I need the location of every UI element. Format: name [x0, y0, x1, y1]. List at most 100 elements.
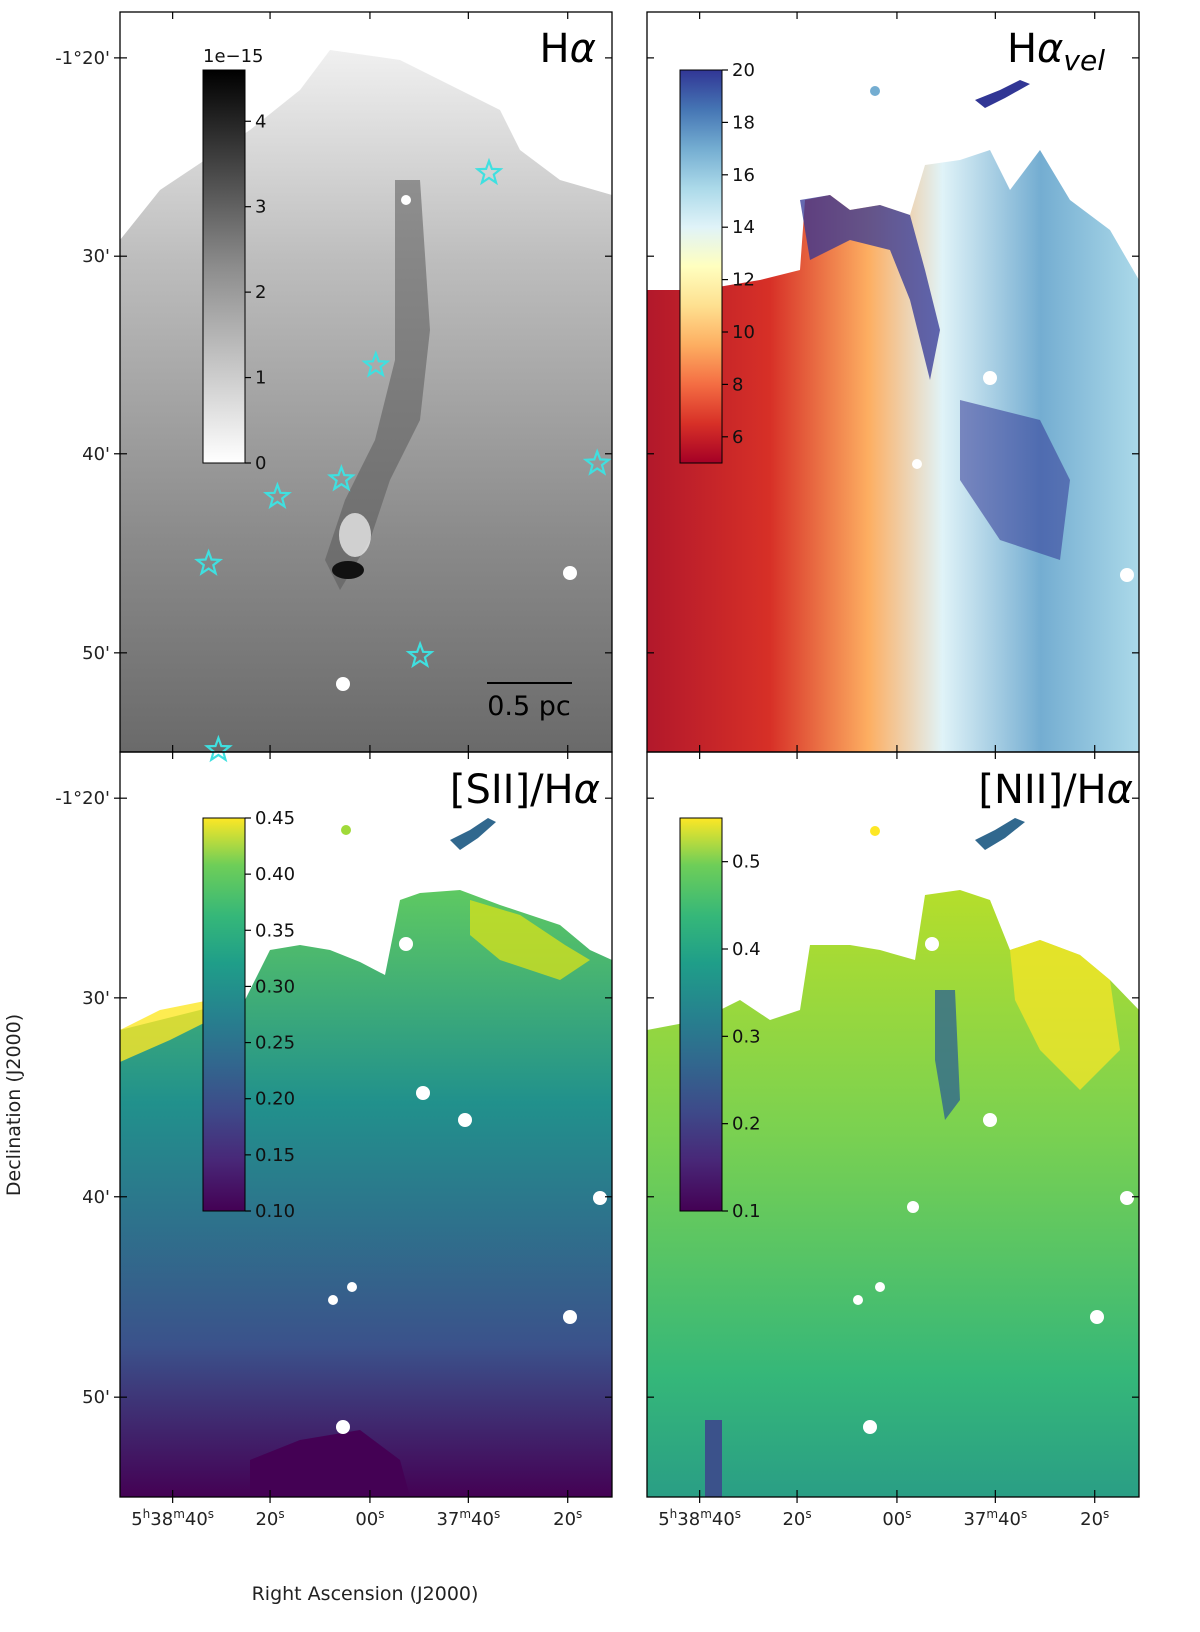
- sii-halpha-yellow-edge: [120, 1000, 210, 1062]
- y-tick-label: -1°20': [55, 48, 110, 69]
- colorbar-tick-label: 10: [732, 322, 755, 343]
- halpha-bright-knot: [332, 561, 364, 579]
- star-marker: [327, 464, 356, 492]
- halpha-vel-blue-region: [800, 195, 940, 380]
- halpha-vel-mask-hole: [912, 459, 922, 469]
- colorbar-tick-label: 6: [732, 427, 743, 448]
- panel-frame: [646, 751, 1140, 1498]
- colorbar-nii-halpha: [679, 817, 723, 1212]
- sii-halpha-mask-hole: [593, 1191, 607, 1205]
- halpha-vel-mask-hole: [983, 371, 997, 385]
- colorbar-tick-label: 1: [255, 368, 266, 389]
- colorbar-tick-label: 0.35: [255, 920, 295, 941]
- y-tick-label: 40': [82, 1187, 110, 1208]
- nii-halpha-filament: [935, 990, 960, 1120]
- sii-halpha-yellow-edge: [470, 900, 590, 980]
- colorbar-ticks-nii-halpha: 0.5 0.4 0.3 0.2 0.1: [722, 852, 761, 1222]
- colorbar-tick-label: 0.5: [732, 852, 761, 873]
- colorbar-halpha-vel: [679, 69, 723, 464]
- colorbar-tick-label: 8: [732, 374, 743, 395]
- halpha-mask-hole: [401, 195, 411, 205]
- halpha-vel-mask-hole: [1120, 568, 1134, 582]
- halpha-mask-hole: [563, 566, 577, 580]
- colorbar-tick-label: 0.2: [732, 1114, 761, 1135]
- halpha-vel-map: [647, 150, 1139, 752]
- panel-sii-halpha: [SII]/Hα 0.45 0.40 0.35 0.30 0.25 0.20 0.15 0.1…: [119, 751, 613, 1498]
- nii-halpha-dark-streak: [705, 1420, 722, 1497]
- colorbar-sii-halpha: [202, 817, 246, 1212]
- nii-halpha-mask-hole: [863, 1420, 877, 1434]
- nii-halpha-mask-hole: [983, 1113, 997, 1127]
- panel-title-halpha: Hα: [540, 26, 596, 72]
- x-tick-label: 00s​: [355, 1507, 384, 1530]
- colorbar-tick-label: 12: [732, 270, 755, 291]
- nii-halpha-mask-hole: [1120, 1191, 1134, 1205]
- nii-halpha-mask-hole: [853, 1295, 863, 1305]
- halpha-mask-hole: [336, 677, 350, 691]
- x-tick-label: 37m​40s​: [963, 1507, 1027, 1530]
- colorbar-tick-label: 0.40: [255, 864, 295, 885]
- panel-frame: [119, 751, 613, 1498]
- colorbar-offset-label: 1e−15: [203, 46, 264, 67]
- nii-halpha-dot: [870, 826, 880, 836]
- star-marker: [405, 640, 435, 669]
- star-marker: [582, 448, 612, 476]
- colorbar-tick-label: 0.25: [255, 1033, 295, 1054]
- colorbar-tick-label: 14: [732, 217, 755, 238]
- colorbar-tick-label: 16: [732, 165, 755, 186]
- nii-halpha-mask-hole: [1090, 1310, 1104, 1324]
- x-tick-label: 5h​38m​40s​: [131, 1507, 214, 1530]
- y-tick-label: 30': [82, 988, 110, 1009]
- colorbar-tick-label: 0.1: [732, 1201, 761, 1222]
- sii-halpha-mask-hole: [563, 1310, 577, 1324]
- colorbar-tick-label: 18: [732, 112, 755, 133]
- halpha-pale-knot: [339, 513, 371, 557]
- nii-halpha-jet: [975, 818, 1025, 850]
- y-tick-label: 30': [82, 246, 110, 267]
- colorbar-halpha: [202, 69, 246, 464]
- sii-halpha-mask-hole: [336, 1420, 350, 1434]
- panel-title-nii-halpha: [NII]/Hα: [978, 767, 1133, 813]
- sii-halpha-dot: [341, 825, 351, 835]
- colorbar-ticks-halpha-vel: 20 18 16 14 12 10 8 6: [722, 60, 755, 448]
- colorbar-ticks-sii-halpha: 0.45 0.40 0.35 0.30 0.25 0.20 0.15 0.10: [245, 808, 295, 1222]
- colorbar-tick-label: 0.30: [255, 976, 295, 997]
- sii-halpha-mask-hole: [416, 1086, 430, 1100]
- x-axis-label: Right Ascension (J2000): [252, 1583, 479, 1605]
- x-tick-label: 20s​: [553, 1507, 582, 1530]
- colorbar-ticks-halpha: 4 3 2 1 0: [245, 111, 266, 474]
- y-tick-label: 50': [82, 643, 110, 664]
- colorbar-tick-label: 20: [732, 60, 755, 81]
- nii-halpha-map: [647, 890, 1139, 1497]
- colorbar-tick-label: 0.15: [255, 1145, 295, 1166]
- halpha-vel-blue-dot: [870, 86, 880, 96]
- x-tick-label: 37m​40s​: [436, 1507, 500, 1530]
- y-tick-label: -1°20': [55, 788, 110, 809]
- halpha-filament: [325, 180, 430, 590]
- star-marker: [361, 350, 391, 378]
- sii-halpha-mask-hole: [399, 937, 413, 951]
- star-markers: [194, 157, 612, 763]
- halpha-map: [120, 50, 612, 752]
- colorbar-tick-label: 0.10: [255, 1201, 295, 1222]
- halpha-vel-jet: [975, 80, 1030, 108]
- x-tick-label: 20s​: [782, 1507, 811, 1530]
- panel-halpha-vel: Hαvel 20 18 16 14 12 10 8 6: [646, 11, 1140, 753]
- x-tick-label: 5h​38m​40s​: [658, 1507, 741, 1530]
- colorbar-tick-label: 4: [255, 111, 266, 132]
- nii-halpha-mask-hole: [925, 937, 939, 951]
- colorbar-tick-label: 3: [255, 197, 266, 218]
- star-marker: [474, 157, 504, 186]
- colorbar-tick-label: 2: [255, 282, 266, 303]
- sii-halpha-mask-hole: [328, 1295, 338, 1305]
- sii-halpha-dark-base: [250, 1430, 410, 1497]
- colorbar-tick-label: 0.4: [732, 939, 761, 960]
- colorbar-tick-label: 0.3: [732, 1026, 761, 1047]
- colorbar-tick-label: 0.20: [255, 1089, 295, 1110]
- x-tick-label: 20s​: [1080, 1507, 1109, 1530]
- nii-halpha-mask-hole: [875, 1282, 885, 1292]
- scale-bar-label: 0.5 pc: [487, 691, 571, 722]
- star-marker: [203, 734, 233, 763]
- colorbar-tick-label: 0.45: [255, 808, 295, 829]
